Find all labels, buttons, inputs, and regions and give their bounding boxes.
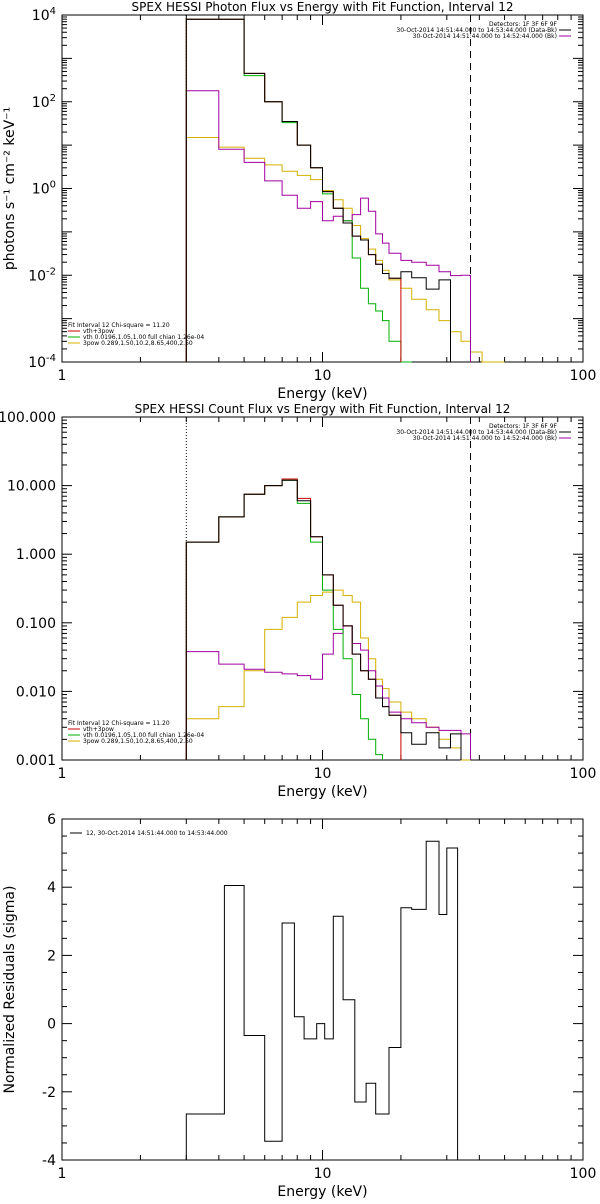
x-tick-label: 10 (314, 368, 332, 384)
series-vth (185, 479, 383, 760)
x-tick-label: 10 (314, 1166, 332, 1182)
y-tick-exponent: 2 (50, 93, 56, 104)
y-tick-label: 0 (47, 1017, 56, 1033)
legend-top-right-item: 30-Oct-2014 14:51:44.000 to 14:53:44.000… (396, 429, 557, 436)
plot-frame (61, 818, 584, 1161)
legend-top-right-item: 30-Oct-2014 14:51:44.000 to 14:52:44.000… (413, 33, 557, 40)
x-tick-label: 1 (58, 1166, 67, 1182)
series-bkg (185, 625, 471, 760)
y-tick-label: 10.000 (7, 479, 56, 495)
y-tick-label: -2 (42, 1085, 56, 1101)
x-tick-label: 100 (570, 766, 597, 782)
y-tick-base: 10 (32, 95, 50, 111)
series-vth (185, 18, 412, 363)
y-tick-base: 10 (32, 182, 50, 198)
y-tick-label: -4 (42, 1153, 56, 1169)
series-data (185, 18, 451, 362)
legend-top-right-item: 30-Oct-2014 14:51:44.000 to 14:52:44.000… (413, 435, 557, 442)
y-tick-label: 2 (47, 948, 56, 964)
y-tick-label: 0.010 (16, 684, 56, 700)
x-tick-label: 1 (58, 368, 67, 384)
y-tick-label: 104 (32, 6, 56, 24)
y-tick-exponent: -4 (46, 353, 56, 364)
legend-bottom-left-item: vth+3pow (83, 328, 114, 335)
legend-bottom-left-item: vth 0.0196,1.05,1.00 full chian 1.26e-04 (83, 334, 204, 341)
legend-bottom-left-item: Fit Interval 12 Chi-square = 11.20 (68, 720, 170, 727)
y-tick-exponent: 4 (50, 6, 56, 17)
legend-bottom-left-item: Fit Interval 12 Chi-square = 11.20 (68, 322, 170, 329)
y-tick-exponent: -2 (46, 266, 56, 277)
chart-3: 1 10 100 Energy (keV) -4 -2 0 2 4 6 Normalized Res… (2, 812, 596, 1200)
legend-top-right-item: Detectors: 1F 3F 6F 9F (489, 423, 558, 430)
legend-top-right-item: 30-Oct-2014 14:51:44.000 to 14:53:44.000… (396, 27, 557, 34)
legend-top-right-item: Detectors: 1F 3F 6F 9F (489, 21, 558, 28)
series-data (185, 479, 462, 760)
chart-1: SPEX HESSI Photon Flux vs Energy with Fi… (2, 0, 596, 402)
y-tick-base: 10 (32, 8, 50, 24)
x-tick-label: 1 (58, 766, 67, 782)
y-tick-label: 100.000 (0, 410, 56, 426)
y-tick-label: 102 (32, 93, 56, 111)
x-axis-label: Energy (keV) (277, 784, 367, 800)
x-tick-label: 10 (314, 766, 332, 782)
y-tick-label: 0.100 (16, 616, 56, 632)
y-tick-exponent: 0 (50, 180, 56, 191)
y-tick-label: 10-4 (28, 353, 56, 371)
y-axis-label: photons s⁻¹ cm⁻² keV⁻¹ (2, 107, 18, 270)
series-total (185, 18, 402, 362)
chart-title: SPEX HESSI Count Flux vs Energy with Fit… (135, 402, 511, 416)
series-bpow (185, 589, 471, 761)
y-tick-label: 10-2 (28, 266, 56, 284)
y-tick-label: 100 (32, 180, 56, 198)
legend-bottom-left-item: 3pow 0.289,1.50,10.2,8.65,400,2.50 (83, 340, 193, 347)
x-axis-label: Energy (keV) (277, 386, 367, 402)
y-tick-base: 10 (28, 268, 46, 284)
legend-bottom-left-item: vth 0.0196,1.05,1.00 full chian 1.26e-04 (83, 732, 204, 739)
y-axis-label: Normalized Residuals (sigma) (2, 886, 18, 1094)
x-tick-label: 100 (570, 368, 597, 384)
y-tick-base: 10 (28, 355, 46, 371)
legend-bottom-left-item: 3pow 0.289,1.50,10.2,8.65,400,2.50 (83, 738, 193, 745)
series-bkg (185, 90, 471, 362)
y-tick-label: 4 (47, 880, 56, 896)
legend-top-left-item: 12, 30-Oct-2014 14:51:44.000 to 14:53:44… (86, 830, 228, 837)
y-tick-label: 1.000 (16, 547, 56, 563)
chart-2: SPEX HESSI Count Flux vs Energy with Fit… (0, 402, 596, 800)
x-axis-label: Energy (keV) (277, 1184, 367, 1200)
x-tick-label: 100 (570, 1166, 597, 1182)
series-data (185, 840, 471, 1161)
series-bpow (185, 137, 505, 363)
y-tick-label: 6 (47, 812, 56, 828)
chart-title: SPEX HESSI Photon Flux vs Energy with Fi… (132, 0, 514, 14)
y-tick-label: 0.001 (16, 753, 56, 769)
legend-bottom-left-item: vth+3pow (83, 726, 114, 733)
